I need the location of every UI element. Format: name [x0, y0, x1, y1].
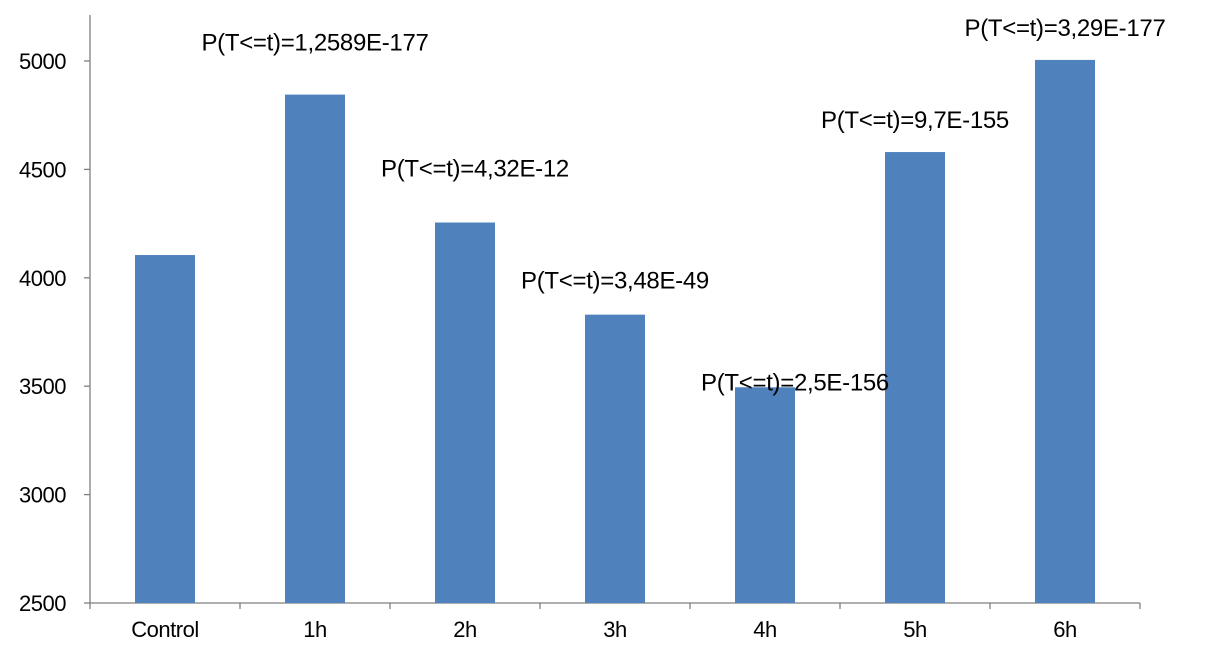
p-value-label: P(T<=t)=1,2589E-177 [201, 30, 428, 57]
bars-group [135, 59, 1095, 604]
p-value-label: P(T<=t)=3,48E-49 [521, 268, 709, 295]
y-tick-label: 4500 [19, 157, 66, 182]
x-tick-label: 2h [453, 617, 476, 642]
bar-3h [585, 314, 645, 603]
bar-5h [885, 152, 945, 603]
x-tick-label: 1h [303, 617, 326, 642]
p-value-label: P(T<=t)=4,32E-12 [381, 156, 569, 183]
x-tick-label: 5h [903, 617, 926, 642]
x-tick-label: Control [131, 617, 198, 642]
bar-2h [435, 222, 495, 604]
p-value-label: P(T<=t)=2,5E-156 [701, 369, 889, 396]
x-tick-label: 4h [753, 617, 776, 642]
x-tick-label: 6h [1053, 617, 1076, 642]
bar-4h [735, 387, 795, 603]
y-tick-label: 3500 [19, 374, 66, 399]
data-labels-group: P(T<=t)=1,2589E-177 P(T<=t)=4,32E-12 P(T<=… [201, 15, 1165, 396]
y-tick-label: 2500 [19, 591, 66, 616]
bar-1h [285, 94, 345, 603]
x-axis: Control 1h 2h 3h 4h 5h 6h [89, 602, 1141, 642]
p-value-label: P(T<=t)=9,7E-155 [821, 107, 1009, 134]
y-axis: 2500 3000 3500 4000 4500 5000 [19, 15, 91, 616]
bar-control [135, 255, 195, 603]
y-tick-label: 4000 [19, 266, 66, 291]
y-tick-label: 3000 [19, 483, 66, 508]
p-value-label: P(T<=t)=3,29E-177 [964, 15, 1165, 42]
y-tick-label: 5000 [19, 49, 66, 74]
x-tick-label: 3h [603, 617, 626, 642]
bar-6h [1035, 59, 1095, 603]
